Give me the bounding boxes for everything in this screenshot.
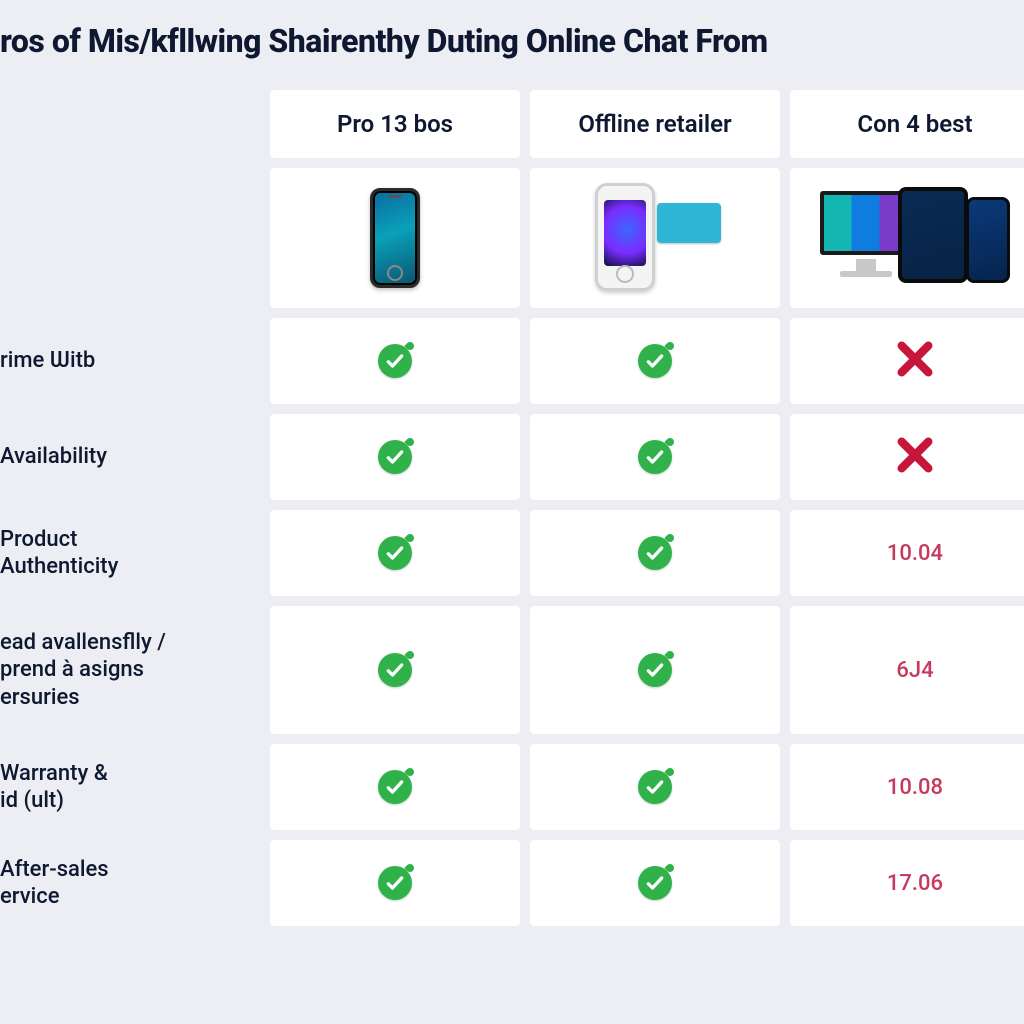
product-image-2	[530, 168, 780, 308]
column-header-1: Pro 13 bos	[270, 90, 520, 158]
check-icon	[638, 866, 672, 900]
row-label-5: Warranty &id (ult)	[0, 744, 260, 830]
header-blank	[0, 90, 260, 158]
cell-r1-c2	[530, 318, 780, 404]
cell-r4-c3: 6J4	[790, 606, 1024, 734]
check-icon	[638, 770, 672, 804]
cell-r6-c3: 17.06	[790, 840, 1024, 926]
check-icon	[378, 770, 412, 804]
product-image-3	[790, 168, 1024, 308]
check-icon	[378, 866, 412, 900]
value-text: 6J4	[896, 658, 933, 683]
cross-icon	[895, 339, 935, 383]
cell-r6-c2	[530, 840, 780, 926]
cell-r4-c2	[530, 606, 780, 734]
cell-r4-c1	[270, 606, 520, 734]
column-header-2-label: Offline retailer	[578, 110, 731, 138]
column-header-2: Offline retailer	[530, 90, 780, 158]
column-header-3: Con 4 best	[790, 90, 1024, 158]
check-icon	[378, 536, 412, 570]
row-label-6: After-saleservice	[0, 840, 260, 926]
image-row-blank	[0, 168, 260, 308]
column-header-1-label: Pro 13 bos	[337, 110, 453, 138]
check-icon	[638, 440, 672, 474]
row-label-2: Availability	[0, 414, 260, 500]
row-label-4: ead avallensflly /prend à asignsersuries	[0, 606, 260, 734]
multi-device-icon	[820, 183, 1010, 293]
cell-r5-c2	[530, 744, 780, 830]
comparison-page: ros of Mis/kfllwing Shairenthy Duting On…	[0, 0, 1024, 1024]
row-label-1: rime Ѡitb	[0, 318, 260, 404]
check-icon	[638, 653, 672, 687]
cell-r2-c3	[790, 414, 1024, 500]
cell-r2-c1	[270, 414, 520, 500]
cell-r3-c1	[270, 510, 520, 596]
cell-r3-c2	[530, 510, 780, 596]
phone-with-tag-icon	[595, 183, 715, 293]
check-icon	[638, 344, 672, 378]
check-icon	[378, 344, 412, 378]
value-text: 17.06	[887, 871, 943, 896]
cell-r1-c3	[790, 318, 1024, 404]
cell-r3-c3: 10.04	[790, 510, 1024, 596]
cross-icon	[895, 435, 935, 479]
cell-r5-c3: 10.08	[790, 744, 1024, 830]
cell-r5-c1	[270, 744, 520, 830]
check-icon	[378, 440, 412, 474]
value-text: 10.04	[887, 541, 943, 566]
check-icon	[378, 653, 412, 687]
check-icon	[638, 536, 672, 570]
column-header-3-label: Con 4 best	[857, 110, 972, 138]
page-title: ros of Mis/kfllwing Shairenthy Duting On…	[0, 22, 768, 60]
cell-r2-c2	[530, 414, 780, 500]
value-text: 10.08	[887, 775, 943, 800]
row-label-3: ProductAuthenticity	[0, 510, 260, 596]
product-image-1	[270, 168, 520, 308]
comparison-table: Pro 13 bos Offline retailer Con 4 best	[0, 90, 1024, 926]
cell-r1-c1	[270, 318, 520, 404]
cell-r6-c1	[270, 840, 520, 926]
phone-icon	[370, 188, 420, 288]
